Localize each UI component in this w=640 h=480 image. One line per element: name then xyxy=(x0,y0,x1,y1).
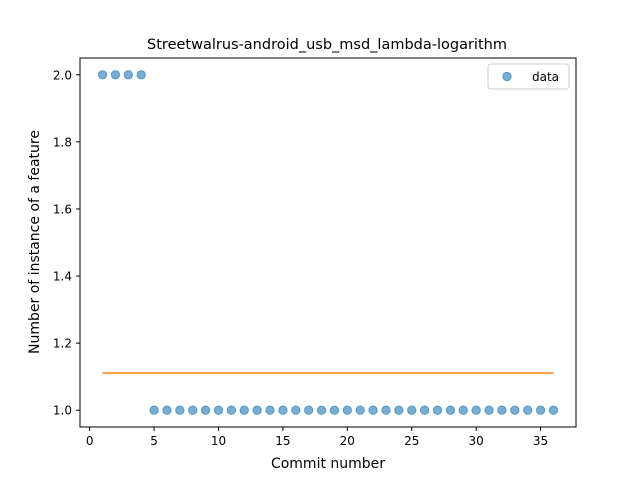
data-point xyxy=(123,70,134,80)
data-point xyxy=(188,405,198,415)
data-point xyxy=(368,405,378,415)
x-tick-label: 30 xyxy=(469,434,484,448)
data-point xyxy=(200,405,211,415)
data-point xyxy=(394,405,404,415)
y-tick-label: 1.2 xyxy=(53,337,72,351)
x-tick-label: 5 xyxy=(150,434,158,448)
y-tick-label: 1.4 xyxy=(53,270,72,284)
data-point xyxy=(419,405,430,415)
data-point xyxy=(497,405,507,415)
data-point xyxy=(239,405,249,415)
plot-background xyxy=(80,58,576,427)
data-point xyxy=(303,405,314,415)
data-point xyxy=(316,405,327,415)
data-point xyxy=(252,405,262,415)
x-tick-label: 35 xyxy=(533,434,548,448)
chart-title: Streetwalrus-android_usb_msd_lambda-loga… xyxy=(147,37,507,53)
legend-label: data xyxy=(532,70,559,84)
data-point xyxy=(226,405,237,415)
y-axis-label: Number of instance of a feature xyxy=(27,130,43,354)
data-point xyxy=(97,70,108,80)
x-tick-label: 10 xyxy=(211,434,226,448)
x-axis-ticks: 0 5 10 15 20 25 30 35 xyxy=(86,427,548,448)
data-point xyxy=(407,405,417,415)
data-point xyxy=(548,405,559,415)
y-tick-label: 1.6 xyxy=(53,202,72,216)
data-point xyxy=(484,405,494,415)
data-point xyxy=(522,405,533,415)
legend: data xyxy=(487,63,570,90)
data-point xyxy=(278,405,288,415)
data-point xyxy=(432,405,443,415)
data-point xyxy=(471,405,481,415)
y-tick-label: 1.8 xyxy=(53,135,72,149)
data-point xyxy=(136,70,146,80)
data-point xyxy=(213,405,224,415)
x-tick-label: 15 xyxy=(275,434,290,448)
data-point xyxy=(510,405,520,415)
data-point xyxy=(149,405,159,415)
data-point xyxy=(342,405,353,415)
data-point xyxy=(535,405,546,415)
legend-marker xyxy=(502,71,512,82)
data-point xyxy=(381,405,391,415)
y-axis-ticks: 1.0 1.2 1.4 1.6 1.8 2.0 xyxy=(53,68,80,418)
data-point xyxy=(265,405,275,415)
plot-area xyxy=(79,57,577,428)
x-tick-label: 20 xyxy=(340,434,355,448)
data-point xyxy=(162,405,172,415)
legend-box xyxy=(487,63,570,90)
x-axis-label: Commit number xyxy=(271,456,385,472)
y-tick-label: 2.0 xyxy=(53,68,72,82)
plot-frame xyxy=(79,57,577,428)
data-point xyxy=(291,405,301,415)
x-tick-label: 0 xyxy=(86,434,94,448)
data-point xyxy=(355,405,365,415)
data-point xyxy=(458,405,468,415)
x-tick-label: 25 xyxy=(404,434,419,448)
data-point xyxy=(110,70,121,80)
data-point xyxy=(445,405,456,415)
data-point xyxy=(175,405,185,415)
data-point xyxy=(329,405,340,415)
y-tick-label: 1.0 xyxy=(53,404,72,418)
